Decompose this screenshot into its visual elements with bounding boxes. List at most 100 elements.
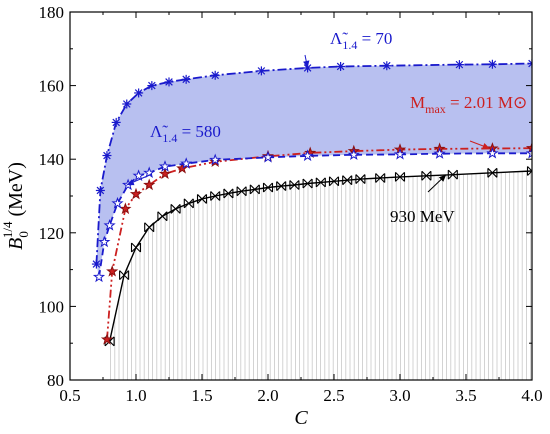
data-point — [315, 177, 326, 188]
series-curve — [108, 170, 532, 342]
data-point — [289, 180, 300, 190]
data-point — [183, 198, 194, 209]
annotation-sub: 1.4 — [162, 131, 177, 145]
data-point — [210, 191, 221, 201]
data-point — [158, 167, 172, 180]
data-point — [210, 70, 220, 80]
x-axis-ticks: 0.5 1.0 1.5 2.0 2.5 3.0 3.5 4.0 — [59, 12, 543, 405]
data-point — [526, 166, 532, 176]
data-point — [111, 196, 124, 209]
x-tick-label: 1.5 — [191, 386, 212, 405]
data-point — [527, 59, 532, 69]
annotation-end: ⊙ — [513, 93, 527, 112]
y-axis-ticks: 80 100 120 140 160 180 — [39, 3, 532, 390]
x-tick-label: 0.5 — [59, 386, 80, 405]
annotation-arrowhead — [126, 179, 135, 186]
data-point — [487, 167, 498, 178]
data-point — [355, 174, 366, 184]
data-point — [157, 211, 168, 222]
y-axis-label-main: B — [5, 238, 27, 250]
annotation-label: Λ̃1.4 = 580 — [150, 122, 221, 145]
data-point — [375, 173, 386, 183]
plot-content — [91, 59, 532, 380]
y-tick-label: 140 — [39, 150, 65, 169]
y-axis-label-unit: (MeV) — [5, 162, 27, 221]
data-point — [342, 175, 353, 186]
data-point — [261, 150, 275, 163]
data-point — [143, 178, 156, 191]
data-point — [180, 157, 193, 169]
data-point — [525, 146, 532, 159]
data-point — [176, 162, 189, 174]
data-point — [276, 181, 287, 191]
annotation-arrowhead — [482, 143, 490, 149]
data-point — [262, 182, 274, 193]
data-point — [486, 146, 499, 159]
annotation-rest: = 580 — [177, 122, 221, 141]
x-tick-label: 2.0 — [257, 386, 278, 405]
data-point — [336, 61, 346, 71]
data-point — [454, 60, 464, 70]
series-curve — [106, 147, 532, 340]
annotation-rest: = 70 — [357, 29, 392, 48]
data-point — [111, 117, 121, 127]
data-point — [158, 160, 172, 172]
data-point — [130, 242, 142, 253]
annotation-sub: 1.4 — [342, 38, 357, 52]
data-point — [447, 169, 458, 180]
series-line — [92, 146, 532, 283]
annotation-sub: max — [425, 102, 446, 116]
annotations: Λ̃1.4 = 70 Λ̃1.4 = 580 Mmax = 2.01 M⊙ 930 M… — [126, 29, 527, 226]
hatched-region — [110, 171, 531, 380]
annotation-label: 930 MeV — [390, 207, 455, 226]
data-point — [328, 176, 340, 187]
annotation-rest: = 2.01 M — [446, 93, 513, 112]
data-point — [122, 99, 132, 109]
data-point — [144, 222, 155, 233]
y-tick-label: 160 — [39, 77, 65, 96]
y-tick-label: 100 — [39, 297, 65, 316]
data-point — [119, 202, 132, 215]
plot-area — [69, 11, 533, 381]
data-point — [134, 88, 144, 98]
data-point — [256, 66, 266, 76]
data-point — [223, 188, 234, 199]
annotation-label: Mmax = 2.01 M⊙ — [410, 93, 527, 116]
data-point — [525, 141, 532, 154]
data-point — [236, 186, 247, 197]
data-point — [170, 203, 181, 214]
data-point — [421, 170, 432, 181]
y-axis-label: B01/4 (MeV) — [0, 162, 31, 250]
data-point — [347, 148, 360, 161]
data-point — [433, 147, 446, 159]
y-tick-label: 80 — [47, 371, 64, 390]
data-point — [196, 194, 208, 204]
data-point — [164, 77, 174, 87]
x-tick-label: 4.0 — [521, 386, 542, 405]
data-point — [302, 178, 313, 189]
data-point — [100, 333, 114, 345]
series-curve — [95, 62, 532, 265]
data-point — [95, 185, 105, 195]
data-point — [382, 61, 392, 71]
data-point — [487, 59, 497, 69]
data-point — [394, 171, 406, 182]
data-point — [102, 151, 112, 161]
data-point — [209, 153, 222, 166]
data-point — [181, 74, 191, 84]
data-point — [92, 270, 106, 283]
x-tick-label: 1.0 — [125, 386, 146, 405]
x-axis-label: C — [294, 407, 308, 429]
y-tick-label: 120 — [39, 224, 65, 243]
data-point — [91, 259, 101, 269]
annotation-arrowhead — [438, 174, 447, 182]
data-point — [393, 148, 407, 160]
data-point — [98, 235, 111, 248]
data-point — [106, 265, 119, 277]
data-point — [147, 81, 157, 91]
y-axis-label-sub: 0 — [16, 231, 31, 238]
series-line — [91, 59, 532, 269]
data-point — [129, 187, 143, 200]
data-point — [103, 219, 116, 231]
